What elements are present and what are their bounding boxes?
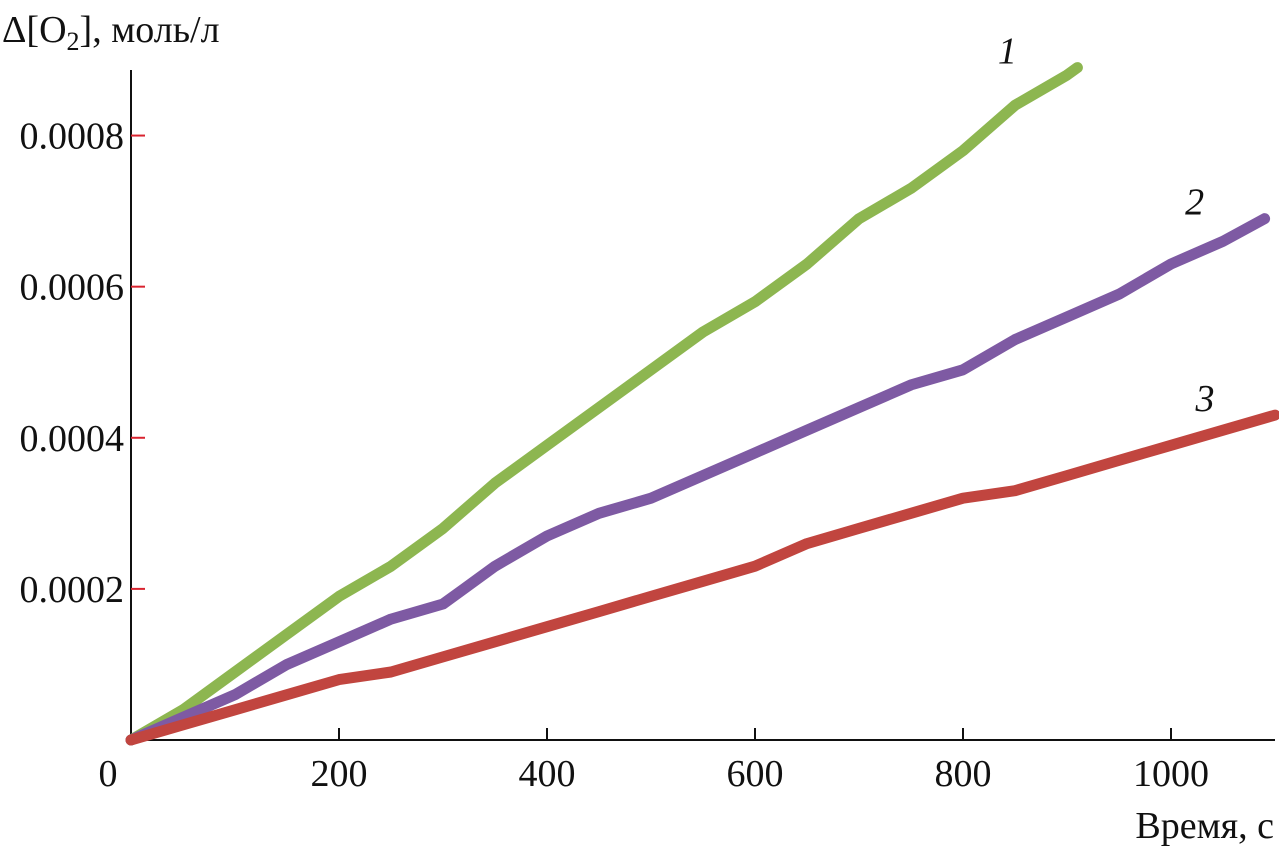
- y-tick-label: 0.0008: [20, 116, 125, 158]
- ticks: 0 200 400 600 800 1000 0.0002 0.0004 0.0006 0.000…: [20, 116, 1210, 795]
- series-line-2: [125, 213, 1271, 746]
- series-line-3: [125, 409, 1279, 746]
- y-axis-title-prefix: Δ[O: [2, 9, 67, 51]
- y-tick-label: 0.0004: [20, 418, 125, 460]
- x-tick-label: 800: [935, 753, 992, 795]
- x-tick-label: 1000: [1133, 753, 1209, 795]
- y-tick-label: 0.0002: [20, 569, 125, 611]
- curve-label-2: 2: [1185, 182, 1204, 224]
- x-tick-label: 400: [519, 753, 576, 795]
- curve-label-3: 3: [1195, 378, 1215, 420]
- series-line-1: [125, 62, 1083, 746]
- y-axis-title: Δ[O2], моль/л: [2, 9, 220, 56]
- series-lines: [125, 62, 1279, 746]
- svg-text:Δ[O2], моль/л: Δ[O2], моль/л: [2, 9, 220, 56]
- curve-labels: 1 2 3: [998, 31, 1215, 421]
- y-axis-title-suffix: ], моль/л: [80, 9, 220, 51]
- curve-label-1: 1: [998, 31, 1017, 73]
- axes: [130, 70, 1275, 741]
- x-tick-label: 600: [727, 753, 784, 795]
- x-axis-title: Время, с: [1135, 805, 1274, 847]
- x-tick-label: 0: [99, 753, 118, 795]
- y-axis-title-subscript: 2: [67, 27, 80, 56]
- x-tick-label: 200: [311, 753, 368, 795]
- y-tick-label: 0.0006: [20, 267, 125, 309]
